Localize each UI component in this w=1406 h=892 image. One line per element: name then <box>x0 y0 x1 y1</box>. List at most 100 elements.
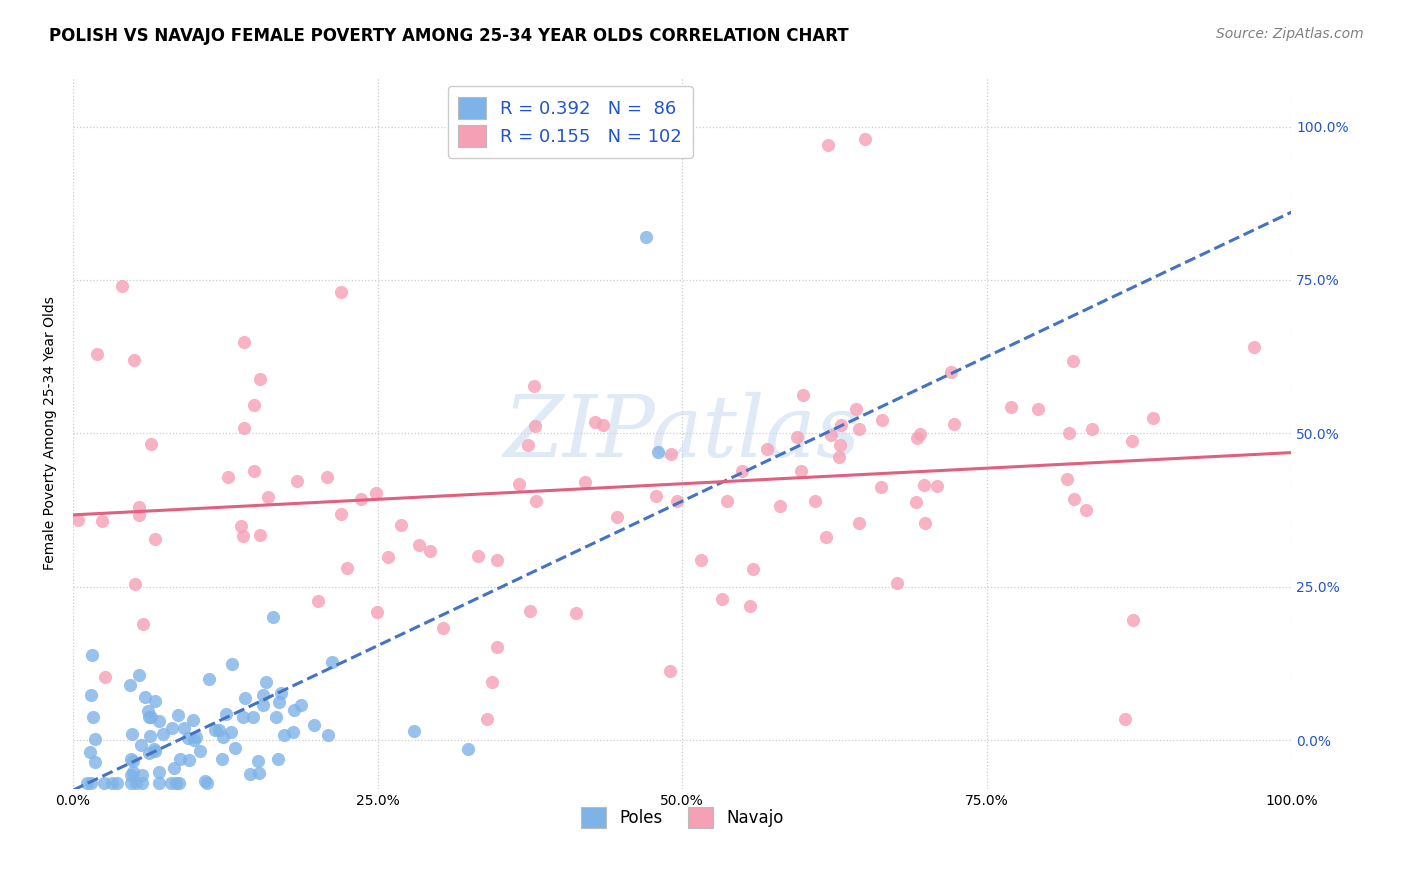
Point <box>647 444 669 458</box>
Point <box>886 575 908 590</box>
Point <box>120 776 142 790</box>
Point <box>522 379 544 393</box>
Point <box>1062 354 1084 368</box>
Point <box>122 352 145 367</box>
Point <box>184 730 207 744</box>
Point <box>408 539 430 553</box>
Point <box>121 727 143 741</box>
Point <box>198 672 221 686</box>
Point <box>457 742 479 756</box>
Point <box>232 334 254 349</box>
Point <box>181 713 204 727</box>
Point <box>814 530 837 544</box>
Point <box>1142 410 1164 425</box>
Point <box>321 656 343 670</box>
Point <box>76 776 98 790</box>
Point <box>124 776 146 790</box>
Point <box>136 705 159 719</box>
Point <box>143 532 166 546</box>
Point <box>235 690 257 705</box>
Text: ZIPatlas: ZIPatlas <box>503 392 860 475</box>
Point <box>830 438 852 452</box>
Point <box>82 709 104 723</box>
Point <box>665 494 688 508</box>
Point <box>914 516 936 531</box>
Point <box>1056 472 1078 486</box>
Point <box>519 604 541 618</box>
Point <box>120 768 142 782</box>
Point <box>188 744 211 758</box>
Point <box>716 493 738 508</box>
Point <box>138 710 160 724</box>
Point <box>217 470 239 484</box>
Point <box>524 493 547 508</box>
Point <box>574 475 596 489</box>
Point <box>270 686 292 700</box>
Point <box>817 137 839 152</box>
Point <box>741 562 763 576</box>
Point <box>755 442 778 457</box>
Point <box>269 695 291 709</box>
Point <box>131 767 153 781</box>
Point <box>804 494 827 508</box>
Point <box>1121 434 1143 448</box>
Point <box>790 464 813 478</box>
Point <box>1080 422 1102 436</box>
Point <box>167 708 190 723</box>
Text: Source: ZipAtlas.com: Source: ZipAtlas.com <box>1216 27 1364 41</box>
Point <box>853 132 876 146</box>
Point <box>139 729 162 743</box>
Point <box>111 279 134 293</box>
Point <box>208 723 231 737</box>
Point <box>257 490 280 504</box>
Point <box>828 450 851 464</box>
Point <box>283 724 305 739</box>
Point <box>848 422 870 436</box>
Point <box>786 430 808 444</box>
Point <box>143 743 166 757</box>
Point <box>93 776 115 790</box>
Point <box>307 594 329 608</box>
Point <box>160 721 183 735</box>
Point <box>232 710 254 724</box>
Point <box>122 754 145 768</box>
Point <box>128 508 150 523</box>
Point <box>330 285 353 300</box>
Point <box>139 709 162 723</box>
Point <box>366 605 388 619</box>
Point <box>134 690 156 704</box>
Point <box>645 489 668 503</box>
Point <box>485 640 508 655</box>
Point <box>820 428 842 442</box>
Point <box>290 698 312 712</box>
Point <box>120 678 142 692</box>
Point <box>606 510 628 524</box>
Point <box>148 776 170 790</box>
Point <box>315 470 337 484</box>
Point <box>194 774 217 789</box>
Point <box>232 421 254 435</box>
Point <box>508 476 530 491</box>
Point <box>120 752 142 766</box>
Point <box>211 752 233 766</box>
Point <box>941 365 963 379</box>
Point <box>389 518 412 533</box>
Point <box>266 710 288 724</box>
Point <box>927 479 949 493</box>
Point <box>177 753 200 767</box>
Point <box>943 417 966 431</box>
Point <box>232 529 254 543</box>
Point <box>402 724 425 739</box>
Point <box>283 703 305 717</box>
Point <box>86 346 108 360</box>
Point <box>139 436 162 450</box>
Point <box>1122 613 1144 627</box>
Y-axis label: Female Poverty Among 25-34 Year Olds: Female Poverty Among 25-34 Year Olds <box>44 296 58 570</box>
Point <box>197 776 219 790</box>
Point <box>160 776 183 790</box>
Point <box>710 592 733 607</box>
Point <box>583 415 606 429</box>
Point <box>138 746 160 760</box>
Point <box>658 664 681 678</box>
Point <box>848 516 870 530</box>
